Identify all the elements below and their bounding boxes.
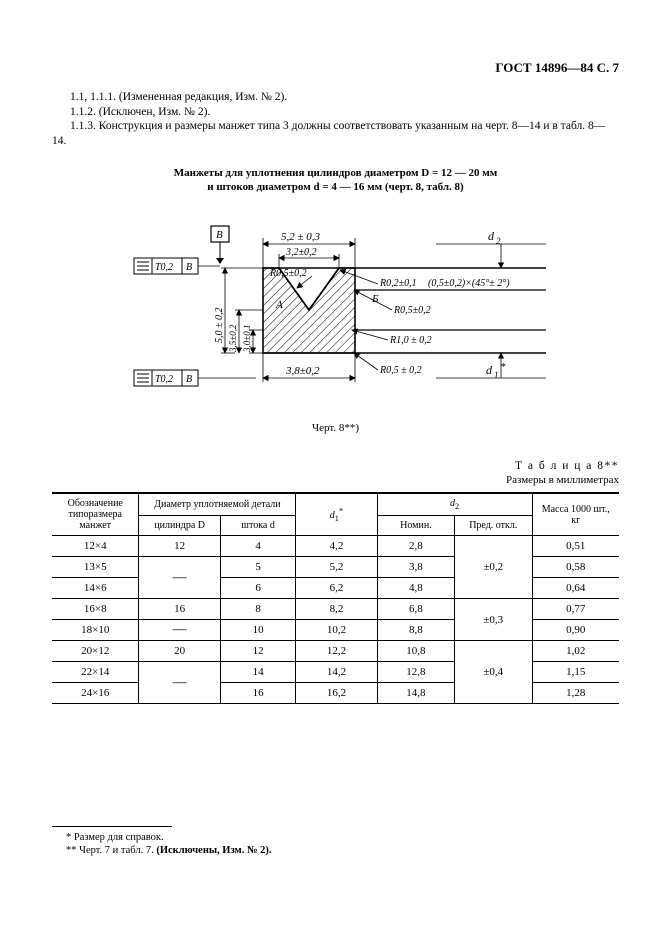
svg-text:R1,0 ± 0,2: R1,0 ± 0,2 [389,335,432,346]
callouts-right: R0,2±0,1 (0,5±0,2)×(45°± 2°) R0,5±0,2 Б … [340,270,510,376]
datum-B-box: В [211,226,229,264]
dim-d1: d 1 * [436,353,546,380]
th-d2: d2 [377,493,532,516]
figure-title-l1: Манжеты для уплотнения цилиндров диаметр… [52,167,619,181]
svg-text:d: d [488,229,495,243]
table-row: 18×10—1010,28,80,90 [52,620,619,641]
svg-text:R0,5±0,2: R0,5±0,2 [393,305,431,316]
table-label: Т а б л и ц а 8** [52,460,619,472]
table-8: Обозначение типоразмера манжет Диаметр у… [52,492,619,704]
footnote-1: * Размер для справок. [52,831,619,845]
svg-text:Т0,2: Т0,2 [155,374,173,385]
svg-text:Т0,2: Т0,2 [155,262,173,273]
th-rod-d: штока d [220,516,295,536]
figure-caption: Черт. 8**) [52,422,619,434]
figure-8: 5,2 ± 0,3 d 2 3,2±0,2 R0,2±0,1 (0,5±0,2) [52,198,619,408]
body-text: 1.1, 1.1.1. (Измененная редакция, Изм. №… [52,90,619,149]
th-d1: d1* [296,493,377,536]
svg-text:5,2 ± 0,3: 5,2 ± 0,3 [281,231,321,243]
figure-title: Манжеты для уплотнения цилиндров диаметр… [52,167,619,195]
label-A: А [275,299,283,311]
footnote-2b: (Исключены, Изм. № 2). [156,845,271,856]
table-units: Размеры в миллиметрах [52,474,619,486]
table-row: 24×161616,214,81,28 [52,683,619,704]
footnote-2a: ** Черт. 7 и табл. 7. [66,845,156,856]
gtol-bottom: Т0,2 В [134,370,256,386]
svg-text:3,2±0,2: 3,2±0,2 [285,247,317,258]
dims-left-vertical: 3,0±0,1 3,5±0,2 5,0 ± 0,2 [214,268,263,353]
svg-text:1: 1 [494,370,499,380]
doc-header: ГОСТ 14896—84 С. 7 [52,60,619,76]
svg-text:2: 2 [496,236,501,246]
svg-text:5,0 ± 0,2: 5,0 ± 0,2 [214,308,225,344]
svg-text:R0,5 ± 0,2: R0,5 ± 0,2 [379,365,422,376]
svg-text:Б: Б [371,293,379,305]
svg-text:3,5±0,2: 3,5±0,2 [228,324,238,353]
svg-text:d: d [486,363,493,377]
footnotes: * Размер для справок. ** Черт. 7 и табл.… [52,826,619,858]
dim-3-2: 3,2±0,2 [279,247,339,268]
th-nom: Номин. [377,516,454,536]
th-tol: Пред. откл. [455,516,532,536]
svg-text:*: * [500,361,506,373]
th-mass: Масса 1000 шт., кг [532,493,619,536]
paragraph-1: 1.1, 1.1.1. (Измененная редакция, Изм. №… [52,90,619,105]
svg-text:В: В [186,374,192,385]
svg-text:3,0±0,1: 3,0±0,1 [242,325,252,353]
th-cyl-D: цилиндра D [139,516,220,536]
table-row: 20×12201212,210,8±0,41,02 [52,641,619,662]
svg-text:R0,5±0,2: R0,5±0,2 [269,268,307,279]
footnote-rule [52,826,172,827]
table-row: 14×666,24,80,64 [52,578,619,599]
table-row: 12×41244,22,8±0,20,51 [52,536,619,557]
seal-diagram-svg: 5,2 ± 0,3 d 2 3,2±0,2 R0,2±0,1 (0,5±0,2) [116,198,556,408]
svg-text:(0,5±0,2)×(45°± 2°): (0,5±0,2)×(45°± 2°) [428,278,510,289]
th-diam: Диаметр уплотняемой детали [139,493,296,516]
table-row: 22×14—1414,212,81,15 [52,662,619,683]
table-row: 13×5—55,23,80,58 [52,557,619,578]
page: ГОСТ 14896—84 С. 7 1.1, 1.1.1. (Измененн… [0,0,661,936]
svg-text:3,8±0,2: 3,8±0,2 [285,365,320,377]
gtol-top: Т0,2 В [134,258,220,274]
svg-text:В: В [186,262,192,273]
dim-bottom-width: 3,8±0,2 [263,353,355,382]
table-row: 16×81688,26,8±0,30,77 [52,599,619,620]
th-size: Обозначение типоразмера манжет [52,493,139,536]
paragraph-3: 1.1.3. Конструкция и размеры манжет типа… [52,119,619,148]
dim-d2: d 2 [436,229,546,268]
paragraph-2: 1.1.2. (Исключен, Изм. № 2). [52,105,619,120]
svg-text:В: В [216,229,223,241]
footnote-2: ** Черт. 7 и табл. 7. (Исключены, Изм. №… [52,844,619,858]
svg-text:R0,2±0,1: R0,2±0,1 [379,278,417,289]
figure-title-l2: и штоков диаметром d = 4 — 16 мм (черт. … [52,181,619,195]
